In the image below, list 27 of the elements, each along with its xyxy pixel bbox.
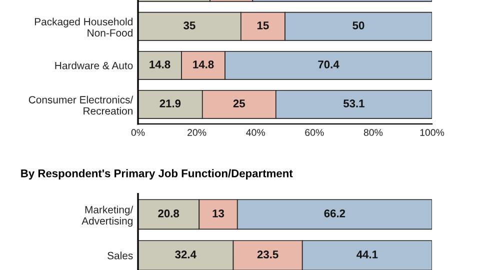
- data-label: 21.9: [160, 100, 181, 108]
- x-tick-label: 60%: [305, 129, 324, 136]
- y-tick-label: Consumer Electronics/ Recreation: [28, 96, 134, 115]
- data-label: 25: [233, 100, 246, 108]
- data-label: 53.1: [343, 100, 364, 108]
- data-label: 70.4: [318, 60, 340, 68]
- x-tick-label: 20%: [188, 129, 206, 136]
- y-tick-label: Sales: [108, 252, 133, 260]
- data-label: 15: [257, 22, 269, 30]
- data-label: 66.2: [324, 209, 346, 218]
- y-tick-label: Packaged Household Non-Food: [34, 18, 132, 37]
- data-label: 14.8: [150, 60, 170, 68]
- y-tick-label: Hardware & Auto: [55, 62, 133, 70]
- x-tick-label: 40%: [246, 129, 265, 136]
- chart-title: By Respondent's Primary Job Function/Department: [21, 169, 293, 180]
- data-label: 32.4: [175, 250, 196, 258]
- y-tick-label: Marketing/ Advertising: [82, 206, 134, 227]
- data-label: 50: [352, 22, 364, 30]
- x-tick-label: 0%: [131, 129, 145, 136]
- data-label: 35: [184, 22, 196, 30]
- data-label: 44.1: [356, 250, 378, 258]
- data-label: 13: [212, 209, 224, 218]
- data-label: 20.8: [158, 209, 180, 218]
- data-label: 14.8: [193, 60, 214, 68]
- x-tick-label: 100%: [420, 129, 444, 136]
- x-tick-label: 80%: [364, 129, 383, 136]
- data-label: 23.5: [257, 250, 278, 258]
